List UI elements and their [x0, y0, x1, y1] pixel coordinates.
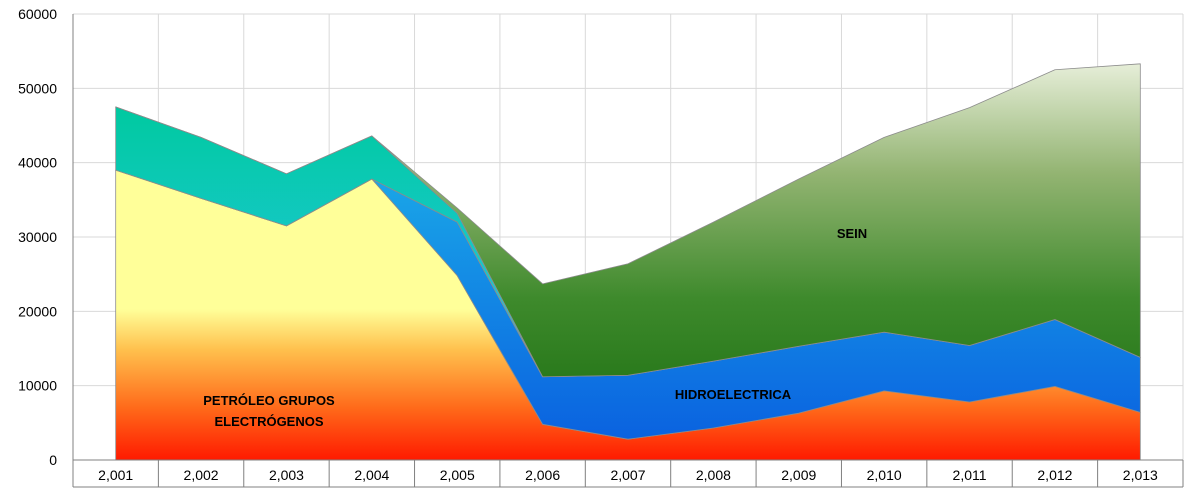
y-tick-label-2: 20000 — [18, 303, 57, 319]
x-tick-label-7: 2,008 — [696, 467, 731, 483]
sein-label-line-0: SEIN — [837, 226, 867, 241]
y-tick-label-0: 0 — [49, 452, 57, 468]
x-tick-label-8: 2,009 — [781, 467, 816, 483]
area-sein — [115, 63, 1141, 378]
x-tick-label-6: 2,007 — [610, 467, 645, 483]
axes — [72, 14, 1184, 488]
petroleo-label-line-1: ELECTRÓGENOS — [214, 414, 323, 429]
area-series — [115, 63, 1141, 461]
y-axis-ticks: 0 10000 20000 30000 40000 50000 60000 — [18, 6, 57, 468]
x-tick-label-2: 2,003 — [269, 467, 304, 483]
x-tick-label-0: 2,001 — [98, 467, 133, 483]
y-tick-label-5: 50000 — [18, 80, 57, 96]
x-axis-ticks: 2,001 2,002 2,003 2,004 2,005 2,006 2,007 2,008… — [98, 467, 1158, 483]
hidro-label-line-0: HIDROELECTRICA — [675, 387, 792, 402]
y-tick-label-3: 30000 — [18, 229, 57, 245]
x-tick-label-10: 2,011 — [953, 467, 987, 483]
y-tick-label-1: 10000 — [18, 378, 57, 394]
x-tick-label-1: 2,002 — [184, 467, 219, 483]
y-tick-label-6: 60000 — [18, 6, 57, 22]
x-tick-label-4: 2,005 — [440, 467, 475, 483]
annotations: PETRÓLEO GRUPOS ELECTRÓGENOS HIDROELECTRIC… — [203, 226, 867, 429]
petroleo-label-line-0: PETRÓLEO GRUPOS — [203, 393, 335, 408]
x-tick-label-5: 2,006 — [525, 467, 560, 483]
x-tick-label-11: 2,012 — [1037, 467, 1072, 483]
y-tick-label-4: 40000 — [18, 155, 57, 171]
x-tick-label-12: 2,013 — [1123, 467, 1158, 483]
x-tick-label-3: 2,004 — [354, 467, 389, 483]
x-tick-label-9: 2,010 — [867, 467, 902, 483]
